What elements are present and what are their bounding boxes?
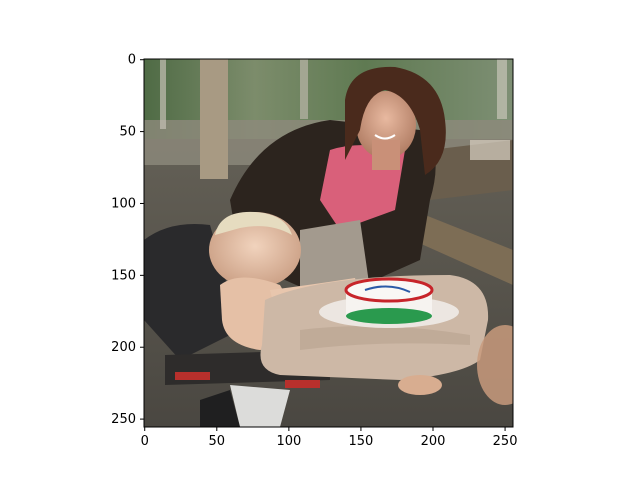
x-tick-label: 100 (276, 434, 301, 449)
y-tick-label: 200 (111, 340, 136, 355)
x-tick-label: 50 (209, 434, 226, 449)
y-tick-label: 250 (111, 412, 136, 427)
axes-frame (143, 58, 514, 428)
y-tick-label: 150 (111, 268, 136, 283)
y-tick-label: 50 (119, 125, 136, 140)
x-tick-label: 200 (421, 434, 446, 449)
x-axis: 0 50 100 150 200 250 (141, 427, 518, 449)
y-tick-label: 100 (111, 196, 136, 211)
x-tick-label: 0 (141, 434, 149, 449)
y-axis: 0 50 100 150 200 250 (111, 53, 144, 427)
photo (144, 59, 513, 427)
x-tick-label: 250 (493, 434, 518, 449)
x-tick-label: 150 (349, 434, 374, 449)
y-tick-label: 0 (128, 53, 136, 68)
